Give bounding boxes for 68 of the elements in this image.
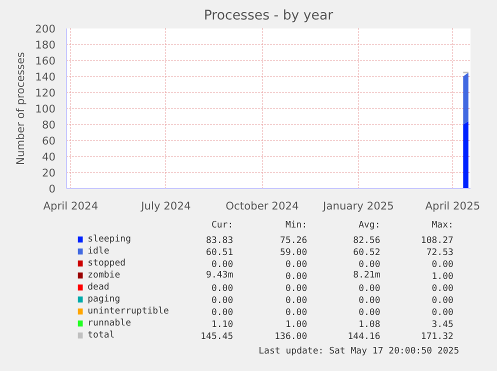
text: Cur: (211, 220, 234, 230)
text: 144.16 (348, 332, 380, 342)
y-tick-label: 40 (42, 150, 56, 164)
y-tick-label: 180 (35, 38, 56, 52)
legend-label: total (88, 330, 115, 340)
text: 0.00 (211, 260, 234, 270)
legend-label: uninterruptible (88, 306, 169, 316)
text: 3.45 (432, 320, 454, 330)
y-tick-label: 60 (42, 134, 56, 148)
text: 75.26 (280, 236, 308, 246)
x-tick-label: April 2024 (43, 200, 98, 212)
y-tick-label: 0 (48, 182, 56, 196)
legend-label: stopped (88, 258, 126, 268)
text: 0.00 (285, 260, 308, 270)
text: 59.00 (280, 248, 308, 258)
text: 0.00 (358, 308, 380, 318)
text: 83.83 (206, 236, 234, 246)
text: 1.08 (358, 320, 380, 330)
text: 1.00 (432, 272, 454, 282)
legend-label: idle (88, 246, 110, 256)
text: Min: (285, 220, 308, 230)
x-tick-label: October 2024 (226, 200, 300, 212)
legend-label: paging (88, 294, 120, 304)
text: 1.00 (285, 320, 308, 330)
legend-label: runnable (88, 318, 131, 328)
y-tick-label: 160 (35, 54, 56, 68)
text: 60.52 (353, 248, 380, 258)
y-tick-label: 80 (42, 118, 56, 132)
text: 108.27 (420, 236, 454, 246)
text: 60.51 (206, 248, 234, 258)
text: 0.00 (211, 308, 234, 318)
text: 0.00 (432, 296, 454, 306)
text: 171.32 (420, 332, 454, 342)
text: 82.56 (353, 236, 380, 246)
text: 1.10 (211, 320, 234, 330)
text: 0.00 (358, 284, 380, 294)
y-tick-label: 100 (35, 102, 56, 116)
x-tick-label: July 2024 (140, 200, 191, 212)
y-tick-label: 140 (35, 70, 56, 84)
text: 9.43m (206, 270, 234, 280)
text: 0.00 (211, 284, 234, 294)
text: 0.00 (285, 308, 308, 318)
text: 145.45 (200, 332, 234, 342)
x-tick-label: April 2025 (425, 200, 480, 212)
x-tick-label: January 2025 (322, 200, 394, 212)
text: 0.00 (432, 308, 454, 318)
text: 0.00 (211, 296, 234, 306)
y-tick-label: 120 (35, 86, 56, 100)
text: 0.00 (358, 296, 380, 306)
text: Avg: (358, 220, 380, 230)
text: 0.00 (432, 260, 454, 270)
text: Max: (432, 220, 454, 230)
text: 0.00 (432, 284, 454, 294)
text: 0.00 (285, 296, 308, 306)
legend-label: zombie (88, 270, 120, 280)
legend-label: dead (88, 282, 110, 292)
chart-title: Processes - by year (204, 8, 334, 24)
text: 72.53 (426, 248, 454, 258)
text: 0.00 (285, 272, 308, 282)
text: 136.00 (274, 332, 308, 342)
text: 0.00 (358, 260, 380, 270)
legend-label: sleeping (88, 234, 131, 244)
text: 0.00 (285, 284, 308, 294)
y-tick-label: 200 (35, 22, 56, 36)
text: 8.21m (353, 270, 380, 280)
y-axis-title: Number of processes (14, 52, 28, 165)
y-tick-label: 20 (42, 166, 56, 180)
text: Last update: Sat May 17 20:00:50 2025 (258, 346, 460, 356)
